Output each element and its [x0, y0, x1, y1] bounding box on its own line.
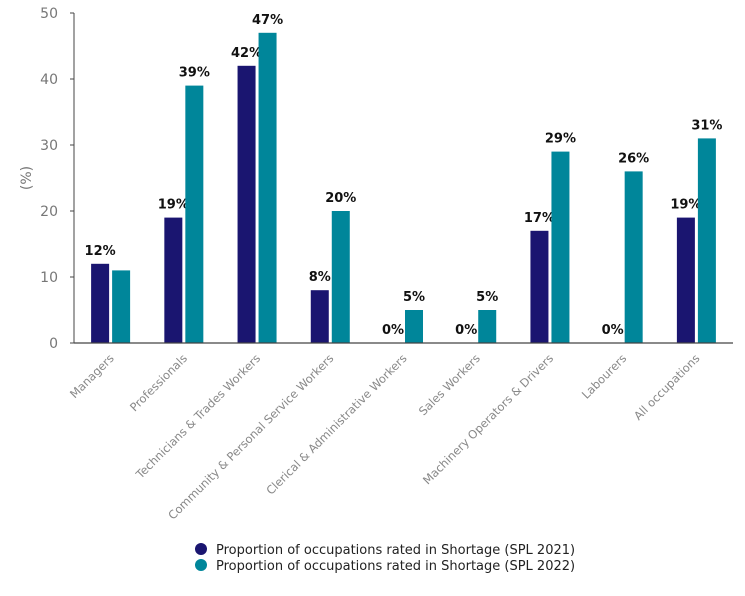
data-label: 20%: [325, 191, 356, 206]
y-tick-label: 30: [40, 138, 58, 154]
bar: [478, 310, 497, 343]
data-label: 0%: [602, 323, 624, 338]
bar: [676, 217, 695, 343]
data-label: 12%: [85, 244, 116, 259]
x-tick-label: Managers: [67, 351, 117, 401]
y-tick-label: 10: [40, 270, 58, 286]
bar: [624, 171, 643, 343]
data-label: 19%: [670, 198, 701, 213]
x-tick-label: Labourers: [579, 351, 629, 401]
y-tick-label: 50: [40, 6, 58, 22]
legend-marker-2021: [195, 543, 207, 555]
y-tick-label: 20: [40, 204, 58, 220]
data-label: 26%: [618, 151, 649, 166]
bar: [91, 263, 110, 343]
data-label: 29%: [545, 132, 576, 147]
data-label: 17%: [524, 211, 555, 226]
data-label: 8%: [309, 270, 331, 285]
bar: [331, 211, 350, 343]
y-tick-label: 0: [49, 336, 58, 352]
bar: [164, 217, 183, 343]
bar: [258, 32, 277, 344]
bar: [551, 151, 570, 343]
data-label: 0%: [382, 323, 404, 338]
x-tick-label: Clerical & Administrative Workers: [263, 351, 409, 497]
data-label: 42%: [231, 46, 262, 61]
bar: [530, 230, 549, 343]
y-axis-label: (%): [19, 166, 35, 190]
data-label: 39%: [179, 66, 210, 81]
legend-marker-2022: [195, 559, 207, 571]
data-label: 19%: [158, 198, 189, 213]
bar: [310, 290, 329, 343]
bar: [112, 270, 131, 343]
x-tick-label: Community & Personal Service Workers: [165, 351, 336, 522]
x-tick-label: Sales Workers: [416, 351, 483, 418]
y-tick-label: 40: [40, 72, 58, 88]
x-tick-label: Technicians & Trades Workers: [132, 351, 263, 482]
legend: Proportion of occupations rated in Short…: [195, 543, 575, 574]
legend-label-2021: Proportion of occupations rated in Short…: [216, 543, 575, 558]
bar: [405, 310, 423, 343]
x-tick-label: Professionals: [127, 351, 190, 414]
data-label: 0%: [455, 323, 477, 338]
legend-label-2022: Proportion of occupations rated in Short…: [216, 559, 575, 574]
data-label: 47%: [252, 13, 283, 28]
x-tick-label: All occupations: [631, 351, 703, 423]
bar: [185, 85, 204, 343]
data-label: 5%: [403, 290, 425, 305]
data-label: 31%: [691, 118, 722, 133]
bar: [237, 65, 256, 344]
bar: [697, 138, 716, 343]
data-label: 5%: [476, 290, 498, 305]
x-tick-label: Machinery Operators & Drivers: [420, 351, 556, 487]
